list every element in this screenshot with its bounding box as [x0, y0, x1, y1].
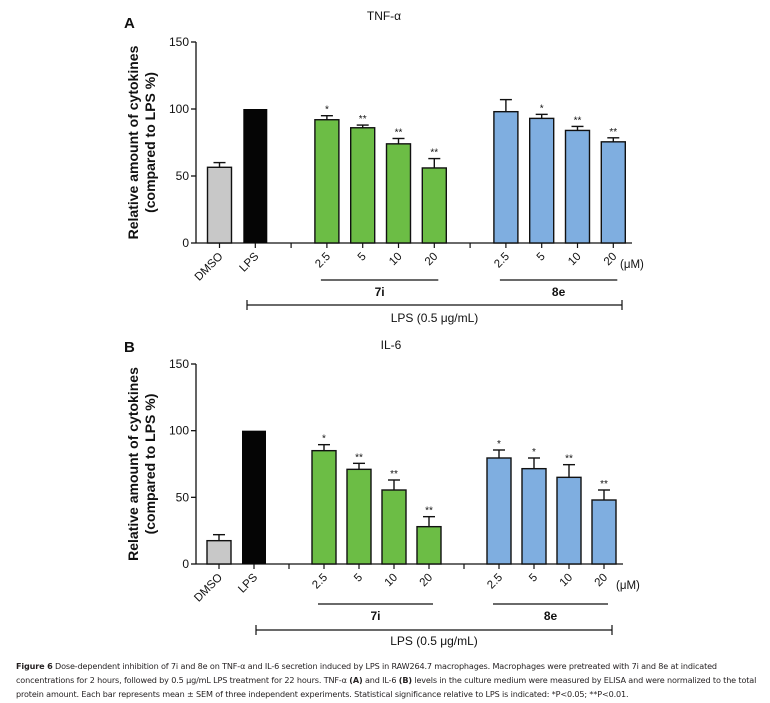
significance-mark: ** [390, 469, 398, 480]
bar-8e-10 [556, 476, 582, 565]
bar-7i-10 [381, 489, 407, 565]
y-tick-label: 0 [182, 557, 189, 571]
y-tick-label: 0 [182, 236, 189, 250]
x-tick-label: 5 [527, 572, 540, 585]
x-tick-label: 10 [383, 572, 401, 590]
significance-mark: ** [430, 148, 438, 159]
x-tick-label: DMSO [193, 251, 226, 284]
x-tick-label: 20 [418, 572, 436, 590]
bar-control-DMSO [206, 166, 233, 244]
caption-label-b: (B) [398, 675, 412, 686]
x-tick-label: 10 [387, 251, 405, 269]
x-tick-label: 5 [352, 572, 365, 585]
bar-7i-10 [385, 143, 412, 244]
lps-treatment-label: LPS (0.5 μg/mL) [390, 634, 478, 648]
panel-label: B [124, 339, 135, 356]
x-tick-label: 20 [423, 251, 441, 269]
significance-mark: * [532, 447, 536, 458]
group-label-8e: 8e [544, 609, 558, 623]
significance-mark: * [325, 105, 329, 116]
x-tick-label: LPS [238, 250, 262, 274]
x-tick-label: DMSO [192, 572, 225, 605]
x-tick-label: 5 [356, 251, 369, 264]
bar-7i-20 [421, 167, 447, 244]
significance-mark: * [497, 439, 501, 450]
y-axis-label-line-2: (compared to LPS %) [142, 394, 158, 535]
y-tick-label: 150 [169, 35, 189, 49]
bar-8e-5 [521, 467, 547, 565]
bar-8e-20 [600, 141, 626, 244]
significance-mark: ** [395, 127, 403, 138]
significance-mark: ** [425, 506, 433, 517]
bar-7i-5 [350, 127, 376, 244]
x-tick-label: 10 [558, 572, 576, 590]
chart-title: TNF-α [367, 9, 401, 23]
significance-mark: ** [355, 452, 363, 463]
significance-mark: ** [565, 454, 573, 465]
x-tick-label: 20 [593, 572, 611, 590]
significance-mark: ** [600, 479, 608, 490]
caption-figure-label: Figure 6 [16, 661, 53, 671]
y-axis-label-line-1: Relative amount of cytokines [125, 45, 141, 239]
bar-7i-5 [346, 468, 372, 565]
chart-panel-b: B IL-6 Relative amount of cytokines (compar… [124, 338, 640, 648]
y-tick-label: 50 [176, 490, 190, 504]
bar-8e-2_5 [486, 457, 512, 565]
lps-treatment-label: LPS (0.5 μg/mL) [391, 311, 479, 325]
bar-7i-2_5 [314, 119, 340, 244]
group-label-8e: 8e [552, 285, 566, 299]
y-axis-label-line-2: (compared to LPS %) [142, 72, 158, 213]
y-tick-label: 100 [169, 424, 189, 438]
figure-caption: Figure 6 Dose-dependent inhibition of 7i… [16, 659, 766, 702]
chart-title: IL-6 [381, 338, 402, 352]
bar-8e-20 [591, 499, 617, 565]
x-tick-label: LPS [236, 571, 260, 595]
bar-control-LPS [242, 430, 266, 564]
bar-8e-5 [529, 117, 555, 244]
y-tick-label: 50 [176, 169, 190, 183]
x-tick-label: 5 [535, 251, 548, 264]
x-tick-label: 2.5 [485, 572, 505, 592]
bar-control-LPS [243, 109, 268, 243]
unit-label: (μM) [620, 259, 644, 271]
panel-label: A [124, 15, 135, 32]
significance-mark: * [322, 434, 326, 445]
y-tick-label: 150 [169, 357, 189, 371]
x-tick-label: 20 [602, 251, 620, 269]
x-tick-label: 10 [566, 251, 584, 269]
group-label-7i: 7i [370, 609, 380, 623]
significance-mark: ** [609, 127, 617, 138]
x-tick-label: 2.5 [313, 251, 333, 271]
unit-label: (μM) [616, 580, 640, 592]
group-label-7i: 7i [375, 285, 385, 299]
caption-label-a: (A) [349, 675, 363, 686]
figure-6: A TNF-α Relative amount of cytokines (compa… [124, 9, 644, 648]
bar-7i-20 [416, 525, 442, 565]
significance-mark: ** [574, 115, 582, 126]
caption-text-3: levels in the culture medium were measur… [16, 675, 757, 700]
bar-control-DMSO [206, 539, 232, 565]
significance-mark: * [540, 103, 544, 114]
caption-text-2: and IL-6 [362, 675, 399, 686]
y-tick-label: 100 [169, 102, 189, 116]
bar-7i-2_5 [311, 449, 337, 565]
bar-8e-10 [564, 129, 591, 244]
significance-mark: ** [359, 114, 367, 125]
chart-panel-a: A TNF-α Relative amount of cytokines (compa… [124, 9, 644, 325]
y-axis-label-line-1: Relative amount of cytokines [125, 367, 141, 561]
bar-8e-2_5 [493, 110, 519, 244]
x-tick-label: 2.5 [492, 251, 512, 271]
x-tick-label: 2.5 [310, 572, 330, 592]
caption-text-1: Dose-dependent inhibition of 7i and 8e o… [16, 661, 717, 686]
